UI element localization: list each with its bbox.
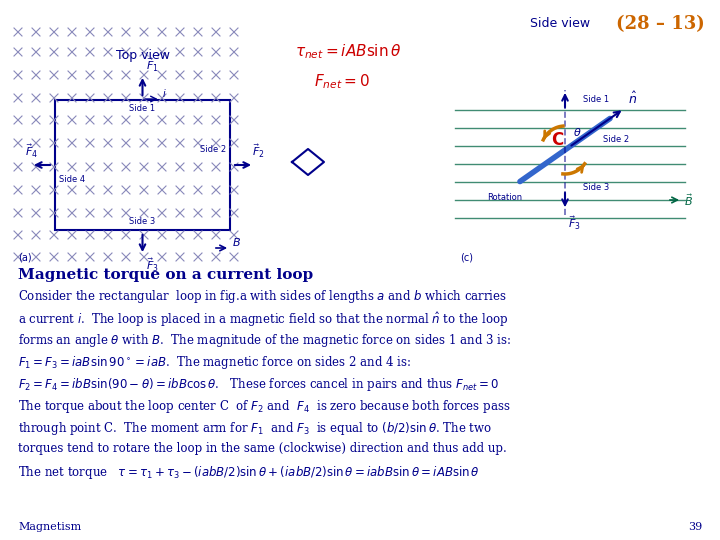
- Text: $\vec{F}_3$: $\vec{F}_3$: [568, 214, 581, 232]
- Text: Side 3: Side 3: [130, 217, 156, 226]
- Text: Magnetic torque on a current loop: Magnetic torque on a current loop: [18, 268, 313, 282]
- Text: Top view: Top view: [115, 49, 169, 62]
- Text: $B$: $B$: [232, 236, 241, 248]
- Text: (28 – 13): (28 – 13): [616, 15, 705, 33]
- Text: (c): (c): [460, 252, 473, 262]
- Text: $\vec{F}_3$: $\vec{F}_3$: [145, 256, 158, 274]
- Text: $\vec{F}_2$: $\vec{F}_2$: [252, 143, 265, 160]
- Bar: [55, 100, 230, 230]
- Text: i: i: [163, 89, 166, 99]
- Text: $\tau_{net} = iAB\sin\theta$: $\tau_{net} = iAB\sin\theta$: [294, 42, 401, 60]
- Text: Side view: Side view: [530, 17, 590, 30]
- Text: C: C: [551, 131, 563, 149]
- Text: $\theta$: $\theta$: [573, 126, 582, 138]
- Text: Side 1: Side 1: [130, 104, 156, 113]
- Text: $F_2 = F_4 = ibB\sin(90-\theta) = ibB\cos\theta$.   These forces cancel in pairs: $F_2 = F_4 = ibB\sin(90-\theta) = ibB\co…: [18, 376, 500, 393]
- Text: $\hat{n}$: $\hat{n}$: [628, 91, 636, 106]
- Text: $\vec{F}_4$: $\vec{F}_4$: [25, 143, 38, 160]
- Text: The net torque   $\tau=\tau_1+\tau_3-(iabB/2)\sin\theta+(iabB/2)\sin\theta=iabB\: The net torque $\tau=\tau_1+\tau_3-(iabB…: [18, 464, 480, 481]
- Text: Side 3: Side 3: [583, 183, 609, 192]
- Text: Rotation: Rotation: [487, 193, 522, 202]
- Text: a current $i$.  The loop is placed in a magnetic field so that the normal $\hat{: a current $i$. The loop is placed in a m…: [18, 310, 508, 329]
- Text: Side 2: Side 2: [603, 135, 629, 144]
- Text: Side 2: Side 2: [200, 145, 226, 154]
- Text: $F_{net} = 0$: $F_{net} = 0$: [314, 72, 370, 91]
- Text: (a): (a): [18, 252, 32, 262]
- Text: 39: 39: [688, 522, 702, 532]
- Text: through point C.  The moment arm for $F_1$  and $F_3$  is equal to $(b/2)\sin\th: through point C. The moment arm for $F_1…: [18, 420, 492, 437]
- Text: Consider the rectangular  loop in fig.a with sides of lengths $a$ and $b$ which : Consider the rectangular loop in fig.a w…: [18, 288, 507, 305]
- Text: $\vec{B}$: $\vec{B}$: [684, 192, 693, 208]
- Text: The torque about the loop center C  of $F_2$ and  $F_4$  is zero because both fo: The torque about the loop center C of $F…: [18, 398, 510, 415]
- Text: forms an angle $\theta$ with $B$.  The magnitude of the magnetic force on sides : forms an angle $\theta$ with $B$. The ma…: [18, 332, 511, 349]
- Text: Side 1: Side 1: [583, 95, 609, 104]
- Text: $\vec{F}_1$: $\vec{F}_1$: [145, 57, 158, 74]
- Text: Magnetism: Magnetism: [18, 522, 81, 532]
- Text: torques tend to rotare the loop in the same (clockwise) direction and thus add u: torques tend to rotare the loop in the s…: [18, 442, 507, 455]
- Text: Side 4: Side 4: [59, 176, 85, 185]
- Text: $F_1 = F_3 = iaB\sin 90^\circ = iaB$.  The magnetic force on sides 2 and 4 is:: $F_1 = F_3 = iaB\sin 90^\circ = iaB$. Th…: [18, 354, 411, 371]
